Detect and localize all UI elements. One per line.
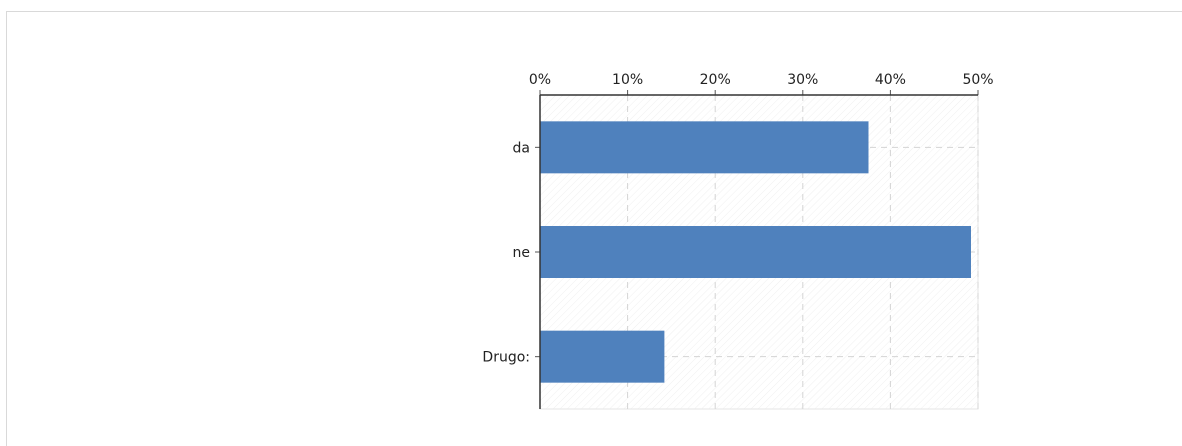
bar-da: [540, 121, 869, 174]
x-tick-label: 40%: [875, 72, 906, 88]
axes: [535, 90, 979, 409]
x-tick-label: 50%: [962, 72, 993, 88]
labels: 0% 10% 20% 30% 40% 50% da ne Drugo:: [482, 72, 993, 366]
bars: [540, 121, 971, 383]
bar-ne: [540, 226, 971, 278]
x-tick-label: 20%: [700, 72, 731, 88]
bar-drugo: [540, 330, 665, 383]
x-tick-label: 30%: [787, 72, 818, 88]
category-label: Drugo:: [482, 350, 530, 366]
x-tick-label: 0%: [529, 72, 551, 88]
category-label: ne: [513, 245, 531, 261]
category-label: da: [513, 140, 530, 156]
x-tick-label: 10%: [612, 72, 643, 88]
